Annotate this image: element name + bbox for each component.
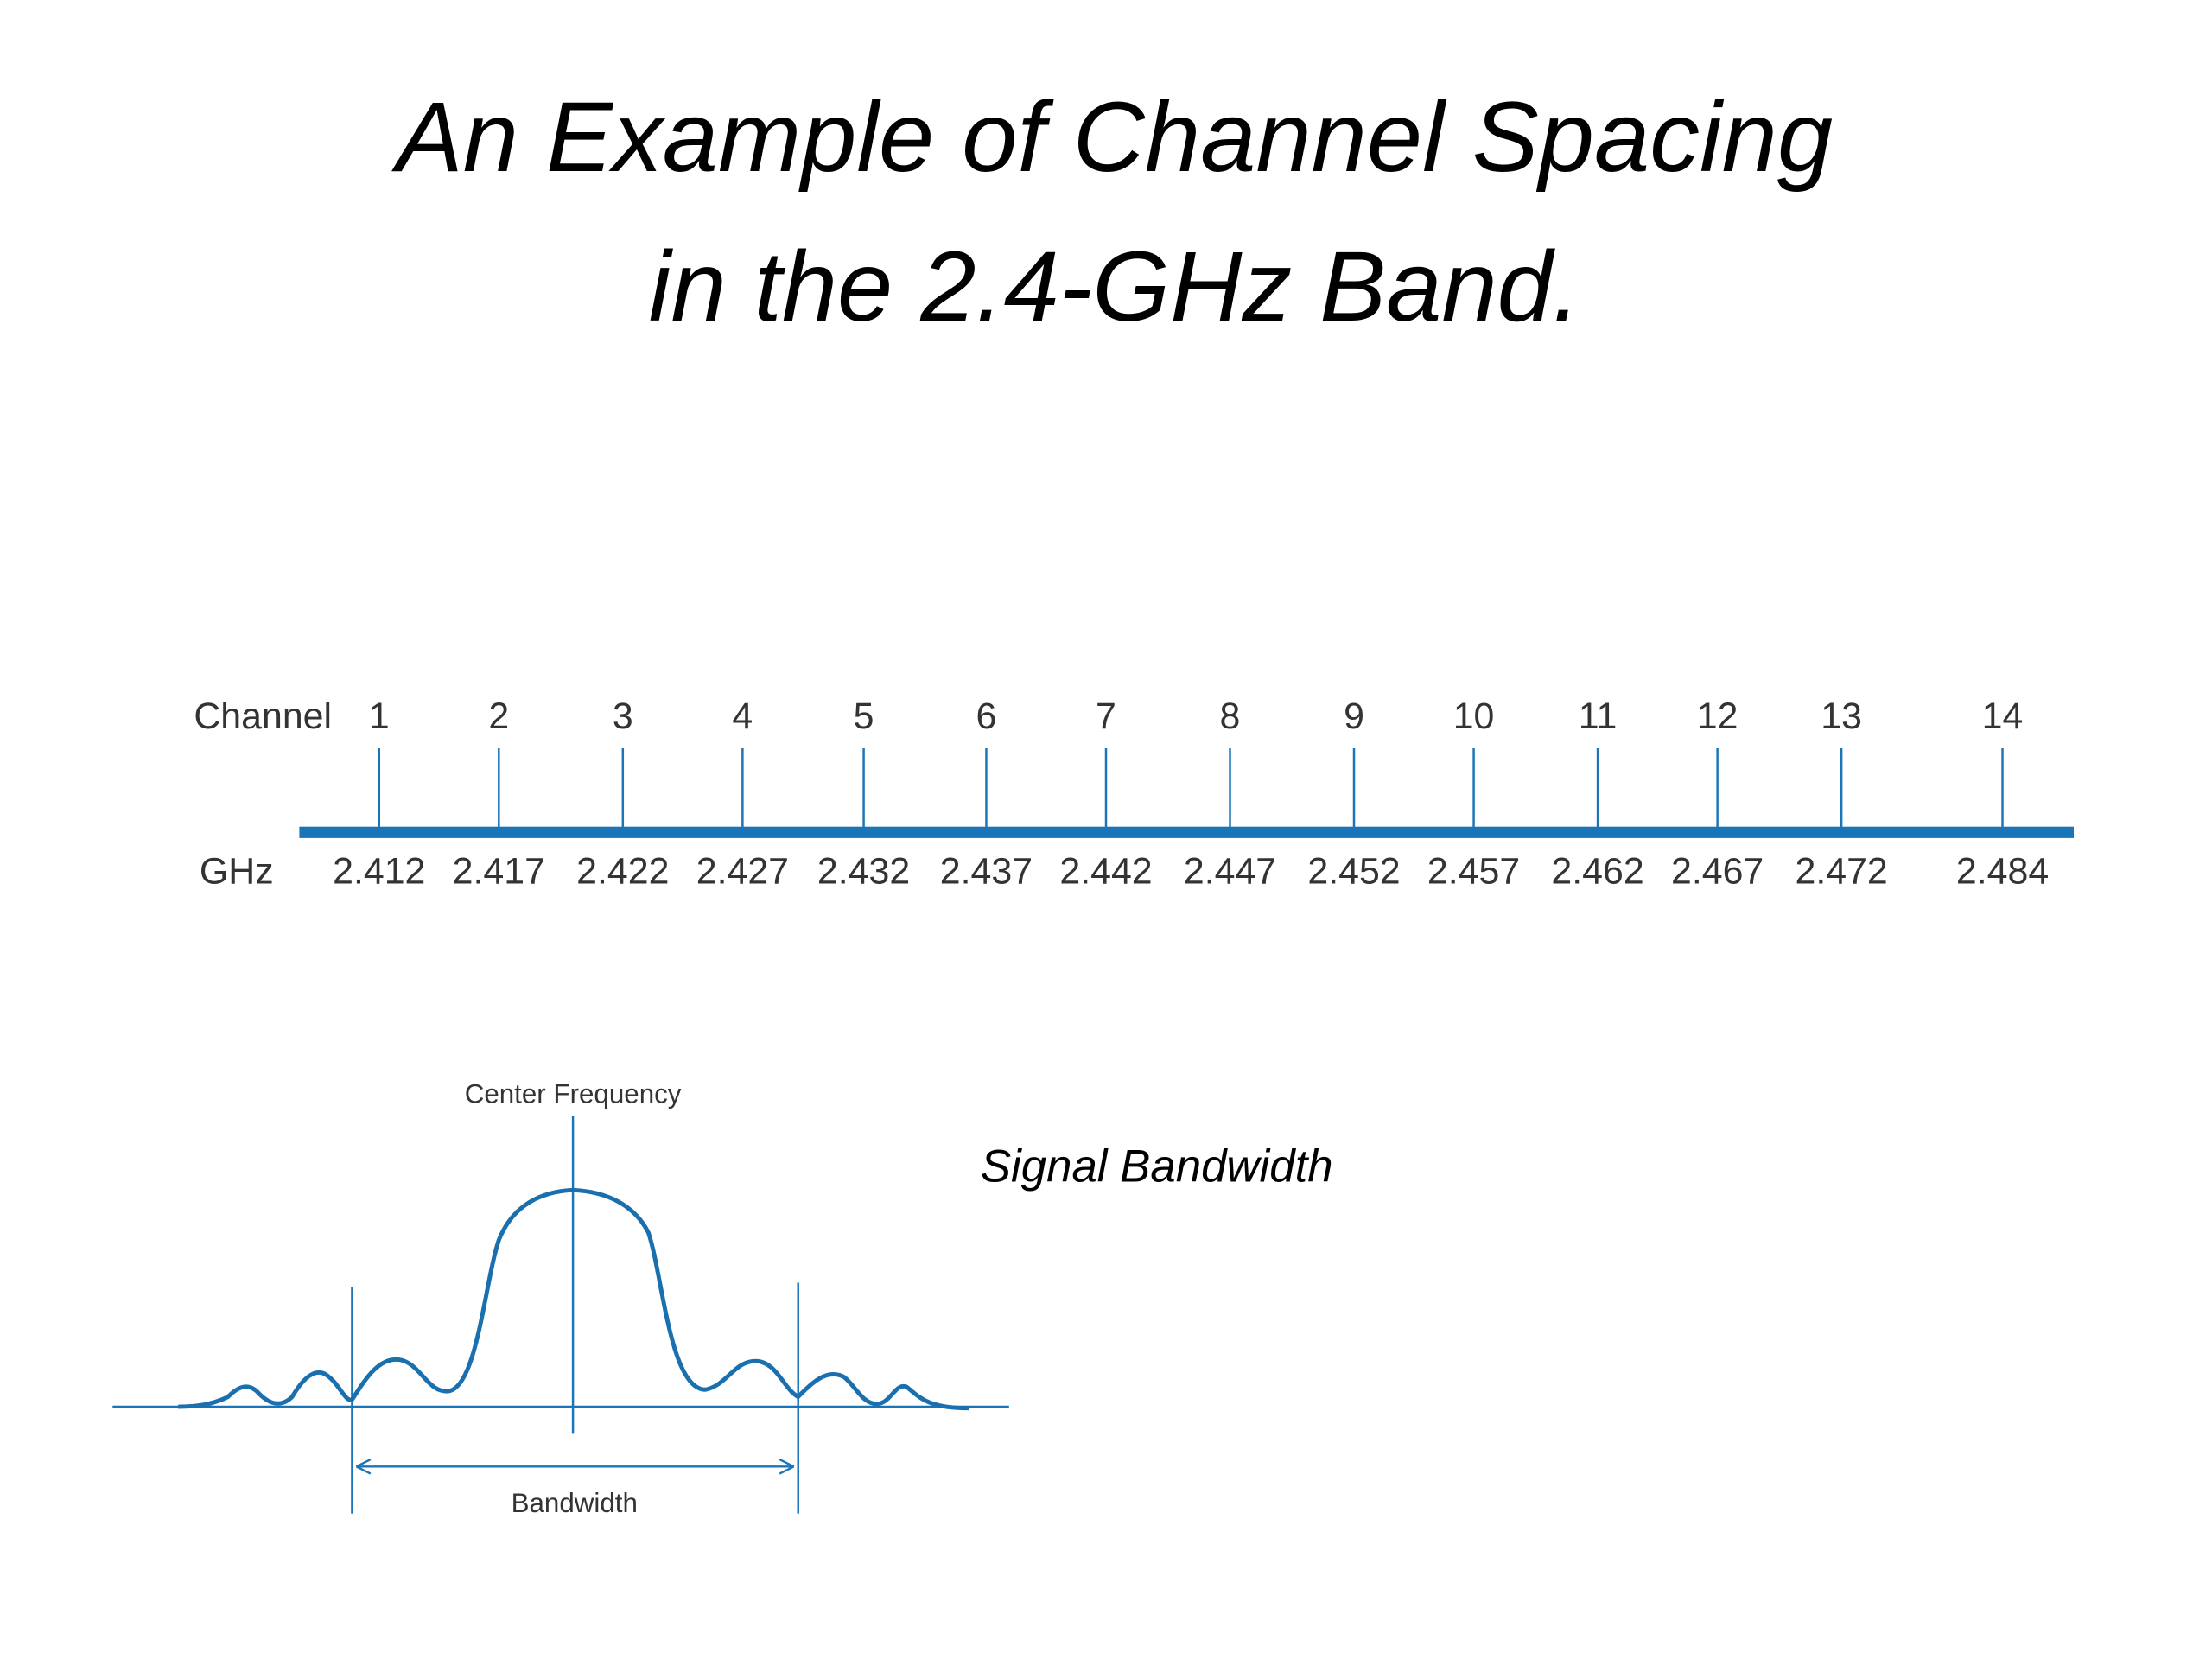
channel-frequency: 2.422 bbox=[576, 851, 669, 893]
channel-frequency: 2.457 bbox=[1427, 851, 1520, 893]
channel-label: Channel bbox=[194, 696, 332, 737]
channel-frequency: 2.417 bbox=[453, 851, 545, 893]
center-frequency-label: Center Frequency bbox=[465, 1079, 682, 1109]
channel-number: 12 bbox=[1697, 696, 1738, 737]
channel-number: 8 bbox=[1220, 696, 1241, 737]
channel-frequency: 2.427 bbox=[696, 851, 789, 893]
channel-frequency: 2.447 bbox=[1184, 851, 1276, 893]
channel-frequency: 2.462 bbox=[1551, 851, 1643, 893]
channel-frequency: 2.452 bbox=[1307, 851, 1400, 893]
channel-number: 5 bbox=[854, 696, 874, 737]
channel-frequency: 2.412 bbox=[333, 851, 425, 893]
channel-frequency: 2.442 bbox=[1059, 851, 1152, 893]
channel-frequency: 2.437 bbox=[940, 851, 1033, 893]
channel-frequency: 2.484 bbox=[1956, 851, 2049, 893]
channel-axis: Channel GHz 1 2.412 2 2.417 3 2.422 4 2.427 5 2.4… bbox=[194, 696, 2074, 893]
channel-number: 3 bbox=[613, 696, 633, 737]
title-line: An Example of Channel Spacing bbox=[391, 81, 1833, 193]
signal-curve bbox=[178, 1187, 969, 1411]
channel-frequency: 2.467 bbox=[1671, 851, 1764, 893]
bandwidth-label: Bandwidth bbox=[512, 1488, 638, 1518]
channel-number: 2 bbox=[488, 696, 509, 737]
channel-number: 14 bbox=[1982, 696, 2024, 737]
channel-number: 9 bbox=[1344, 696, 1364, 737]
ghz-label: GHz bbox=[200, 851, 274, 893]
channel-frequency: 2.432 bbox=[817, 851, 910, 893]
channel-number: 7 bbox=[1096, 696, 1116, 737]
caption: Signal Bandwidth bbox=[981, 1141, 1333, 1192]
channel-number: 6 bbox=[976, 696, 997, 737]
title-line: in the 2.4-GHz Band. bbox=[649, 231, 1580, 342]
channel-number: 11 bbox=[1579, 696, 1618, 737]
signal-diagram: Center Frequency Bandwidth bbox=[112, 1079, 1009, 1518]
channel-number: 13 bbox=[1821, 696, 1862, 737]
channel-number: 4 bbox=[732, 696, 753, 737]
channel-number: 1 bbox=[369, 696, 390, 737]
bandwidth-arrow bbox=[355, 1458, 795, 1475]
channel-frequency: 2.472 bbox=[1795, 851, 1887, 893]
frequency-bar bbox=[299, 826, 2074, 838]
channel-number: 10 bbox=[1453, 696, 1495, 737]
